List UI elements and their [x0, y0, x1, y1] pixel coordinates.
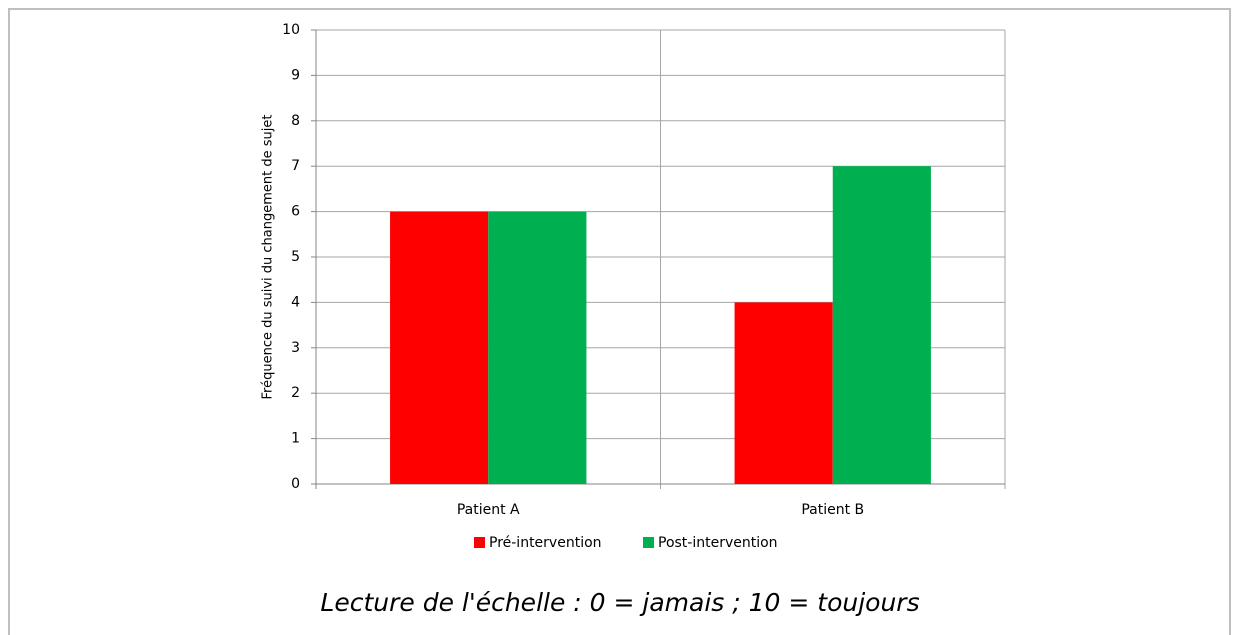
- y-tick-label: 7: [291, 158, 300, 174]
- y-tick-label: 8: [291, 113, 300, 129]
- y-tick-label: 5: [291, 249, 300, 265]
- legend-swatch: [474, 537, 485, 548]
- bar: [390, 211, 489, 484]
- y-tick-label: 6: [291, 204, 300, 220]
- legend-label: Post-intervention: [658, 535, 778, 551]
- bar: [488, 211, 587, 484]
- legend-swatch: [643, 537, 654, 548]
- x-tick-label: Patient A: [457, 502, 520, 518]
- bar: [734, 302, 833, 484]
- caption: Lecture de l'échelle : 0 = jamais ; 10 =…: [320, 588, 919, 617]
- bar: [832, 166, 931, 484]
- y-tick-label: 9: [291, 67, 300, 83]
- x-tick-label: Patient B: [801, 502, 864, 518]
- frame: [8, 8, 1231, 635]
- y-tick-label: 2: [291, 385, 300, 401]
- y-axis-label: Fréquence du suivi du changement de suje…: [261, 115, 276, 400]
- y-tick-label: 1: [291, 431, 300, 447]
- y-tick-label: 4: [291, 294, 300, 310]
- y-tick-label: 3: [291, 340, 300, 356]
- legend-label: Pré-intervention: [489, 535, 602, 551]
- y-tick-label: 0: [291, 476, 300, 492]
- y-tick-label: 10: [282, 22, 300, 38]
